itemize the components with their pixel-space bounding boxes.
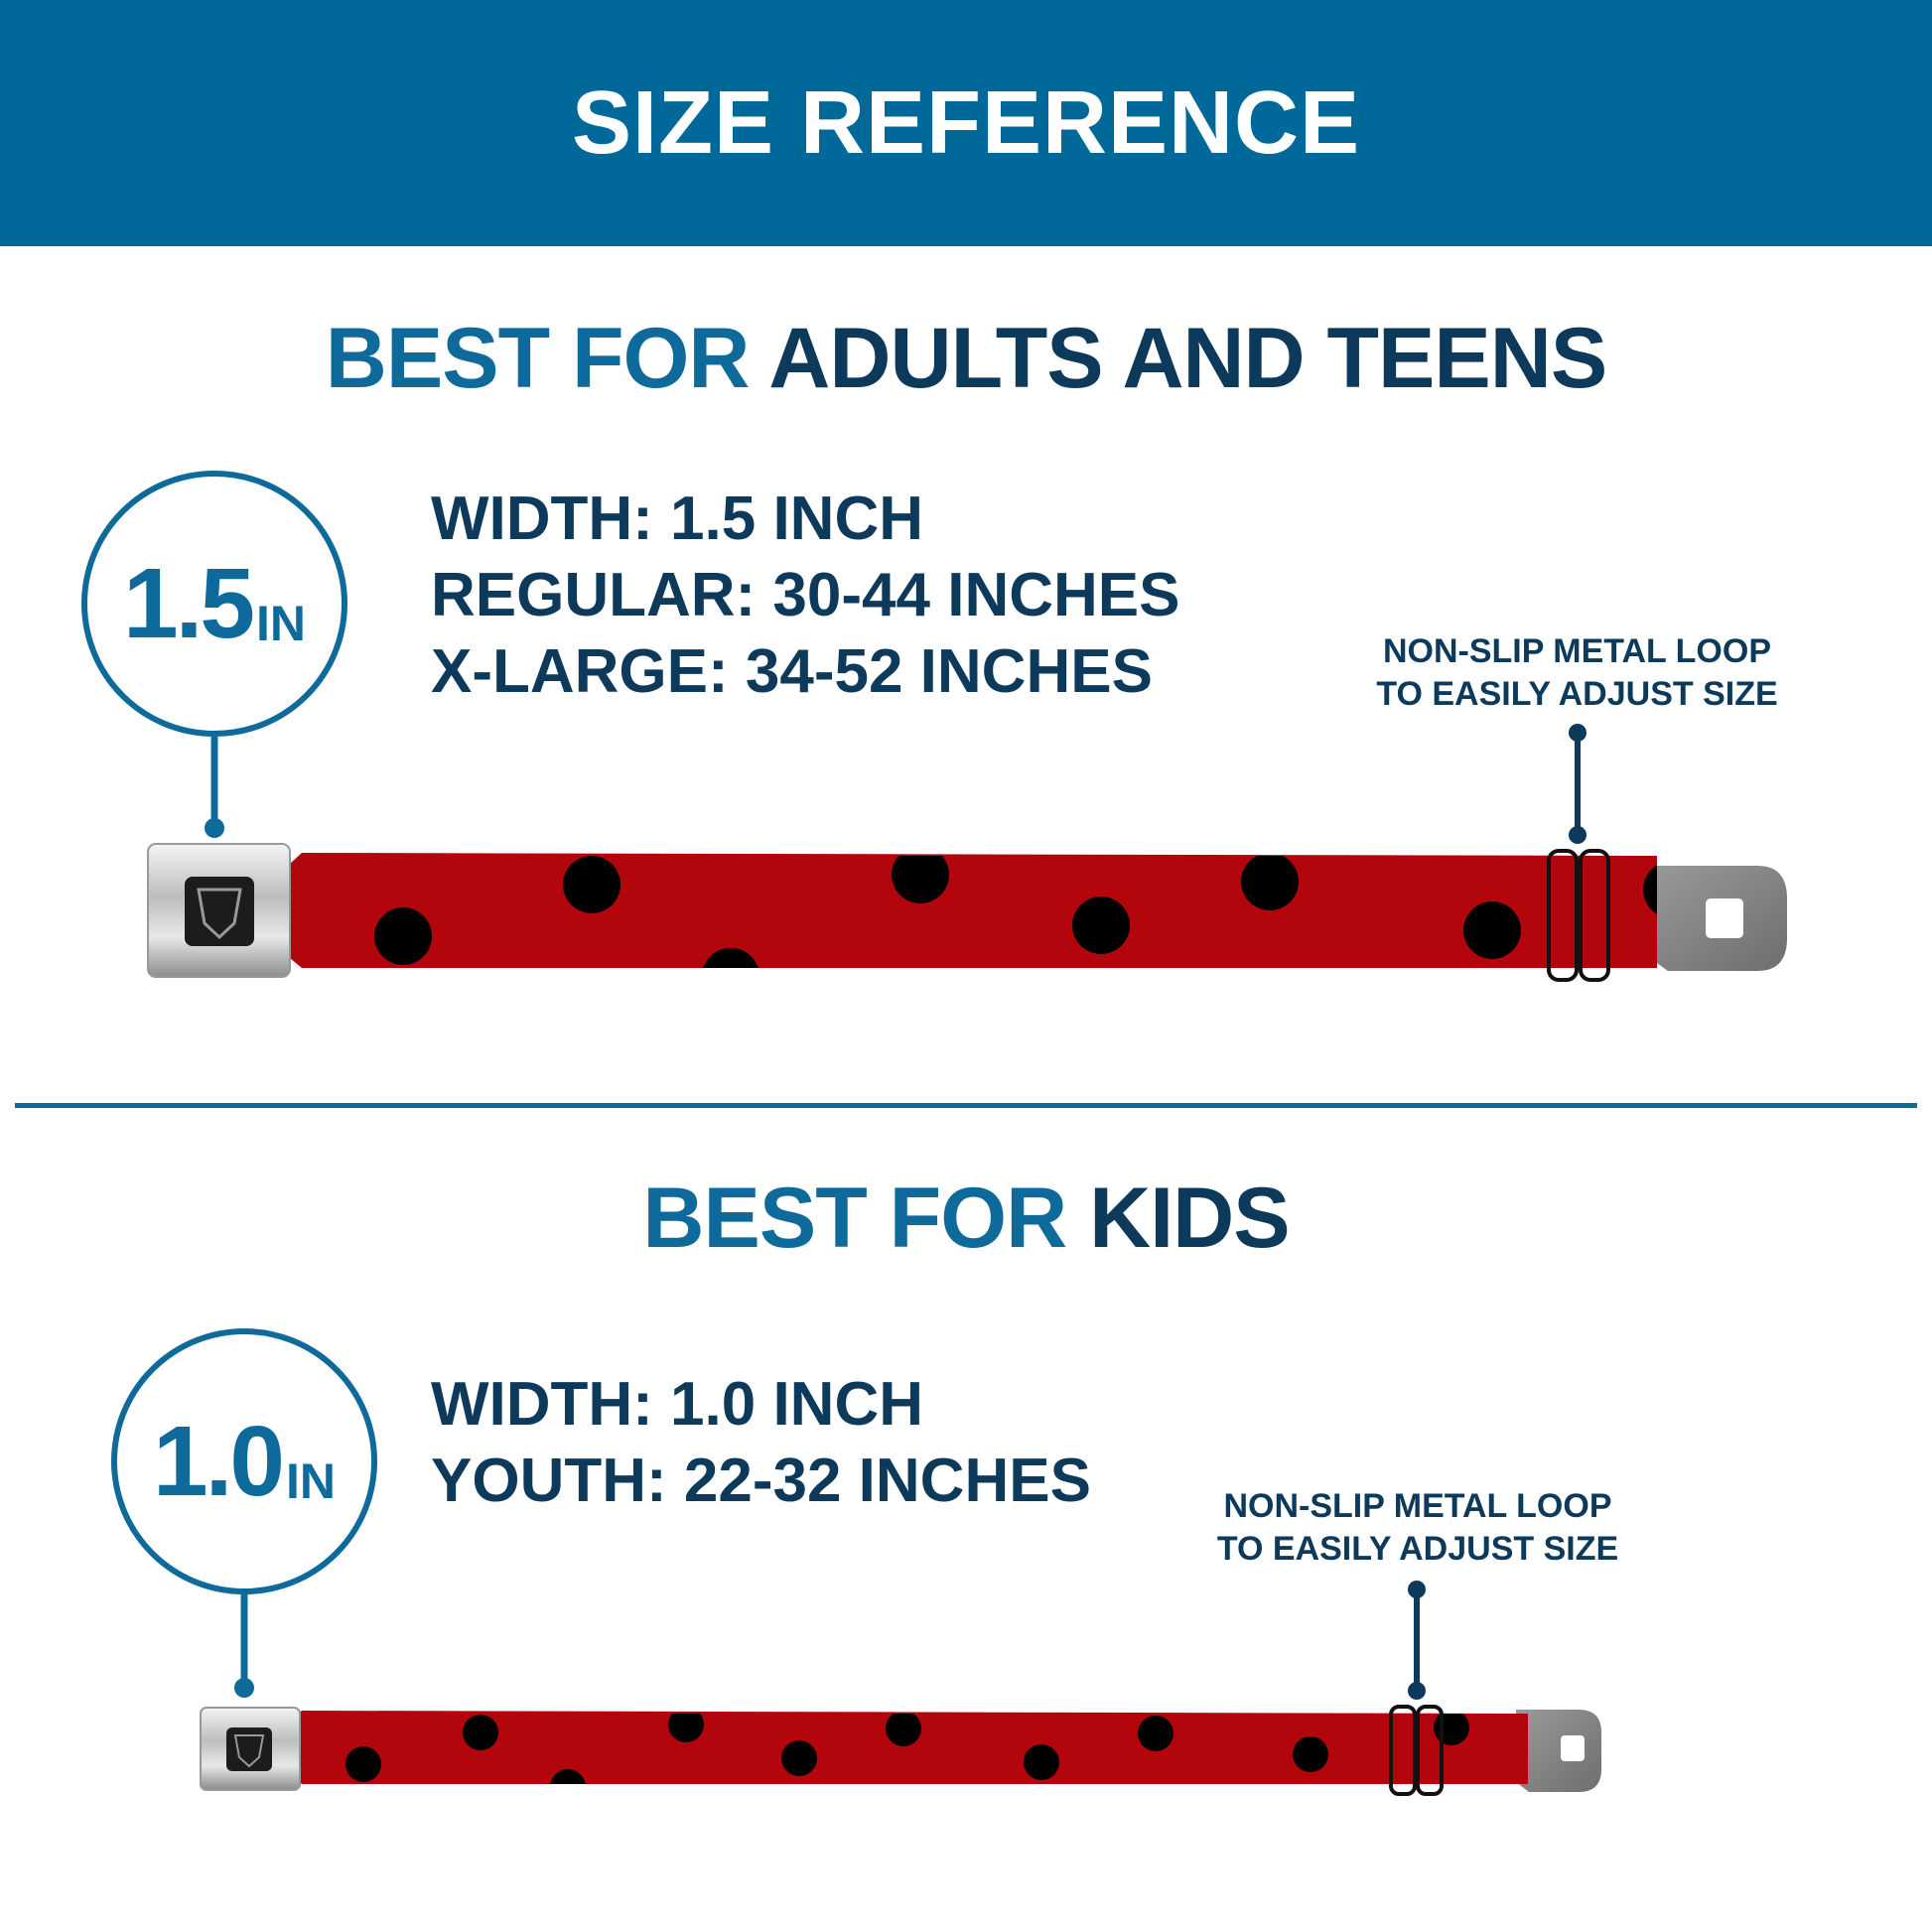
spec-youth: YOUTH: 22-32 INCHES (431, 1447, 1091, 1515)
polka-dot (886, 1714, 921, 1746)
badge-value: 1.5 (122, 547, 255, 659)
loop-pointer-1 (1569, 724, 1587, 844)
adults-specs: WIDTH: 1.5 INCH REGULAR: 30-44 INCHES X-… (431, 481, 1179, 710)
kids-specs: WIDTH: 1.0 INCH YOUTH: 22-32 INCHES (431, 1366, 1091, 1519)
badge-connector-2 (234, 1594, 254, 1698)
strap (294, 1711, 1528, 1784)
badge-unit: IN (256, 596, 306, 651)
polka-dot (550, 1769, 586, 1784)
badge-value: 1.0 (152, 1405, 285, 1517)
spec-regular: REGULAR: 30-44 INCHES (431, 561, 1180, 629)
polka-dot (1072, 897, 1130, 954)
polka-dot (1024, 1744, 1059, 1780)
polka-dot (668, 1714, 704, 1742)
page-title: SIZE REFERENCE (571, 73, 1361, 173)
note-line-1: NON-SLIP METAL LOOP (1223, 1487, 1612, 1525)
width-badge-1-0: 1.0 IN (111, 1328, 377, 1594)
title-main: ADULTS AND TEENS (768, 311, 1607, 406)
note-line-2: TO EASILY ADJUST SIZE (1216, 1530, 1619, 1568)
header-banner (0, 0, 1932, 246)
buckle-icon (200, 1707, 301, 1791)
width-badge-1-5: 1.5 IN (81, 471, 347, 737)
metal-tongue-icon (1643, 866, 1787, 971)
kids-loop-note: NON-SLIP METAL LOOP TO EASILY ADJUST SIZ… (1211, 1485, 1624, 1571)
title-prefix: BEST FOR (325, 311, 751, 406)
polka-dot (374, 907, 432, 965)
belt-kids (200, 1705, 1601, 1796)
spec-width: WIDTH: 1.0 INCH (431, 1370, 923, 1439)
polka-dot (463, 1715, 498, 1750)
loop-pointer-2 (1408, 1581, 1426, 1700)
spec-width: WIDTH: 1.5 INCH (431, 484, 923, 553)
polka-dot (703, 947, 759, 968)
polka-dot (1241, 856, 1299, 910)
polka-dot (1293, 1736, 1328, 1772)
note-line-2: TO EASILY ADJUST SIZE (1376, 675, 1778, 713)
polka-dot (345, 1746, 381, 1782)
strap (290, 853, 1657, 968)
title-prefix: BEST FOR (642, 1171, 1067, 1266)
belt-adult (147, 843, 1787, 982)
adults-loop-note: NON-SLIP METAL LOOP TO EASILY ADJUST SIZ… (1371, 630, 1783, 716)
polka-dot (1138, 1716, 1173, 1751)
spec-xlarge: X-LARGE: 34-52 INCHES (431, 637, 1153, 706)
adjuster-loop-icon (1389, 1705, 1417, 1796)
polka-dot (892, 856, 949, 903)
polka-dot (563, 856, 621, 913)
title-main: KIDS (1089, 1171, 1290, 1266)
badge-connector-1 (205, 737, 224, 838)
polka-dot (1463, 901, 1521, 959)
polka-dot (781, 1740, 817, 1776)
note-line-1: NON-SLIP METAL LOOP (1382, 632, 1772, 670)
adjuster-loop-icon (1547, 849, 1579, 982)
badge-unit: IN (286, 1453, 336, 1509)
buckle-icon (147, 843, 291, 978)
metal-tongue-icon (1516, 1710, 1601, 1792)
polka-dot (1643, 865, 1657, 914)
polka-dot (1434, 1714, 1469, 1745)
adults-section-title: BEST FOR ADULTS AND TEENS (0, 310, 1932, 408)
kids-section-title: BEST FOR KIDS (0, 1170, 1932, 1268)
section-divider (15, 1103, 1917, 1108)
